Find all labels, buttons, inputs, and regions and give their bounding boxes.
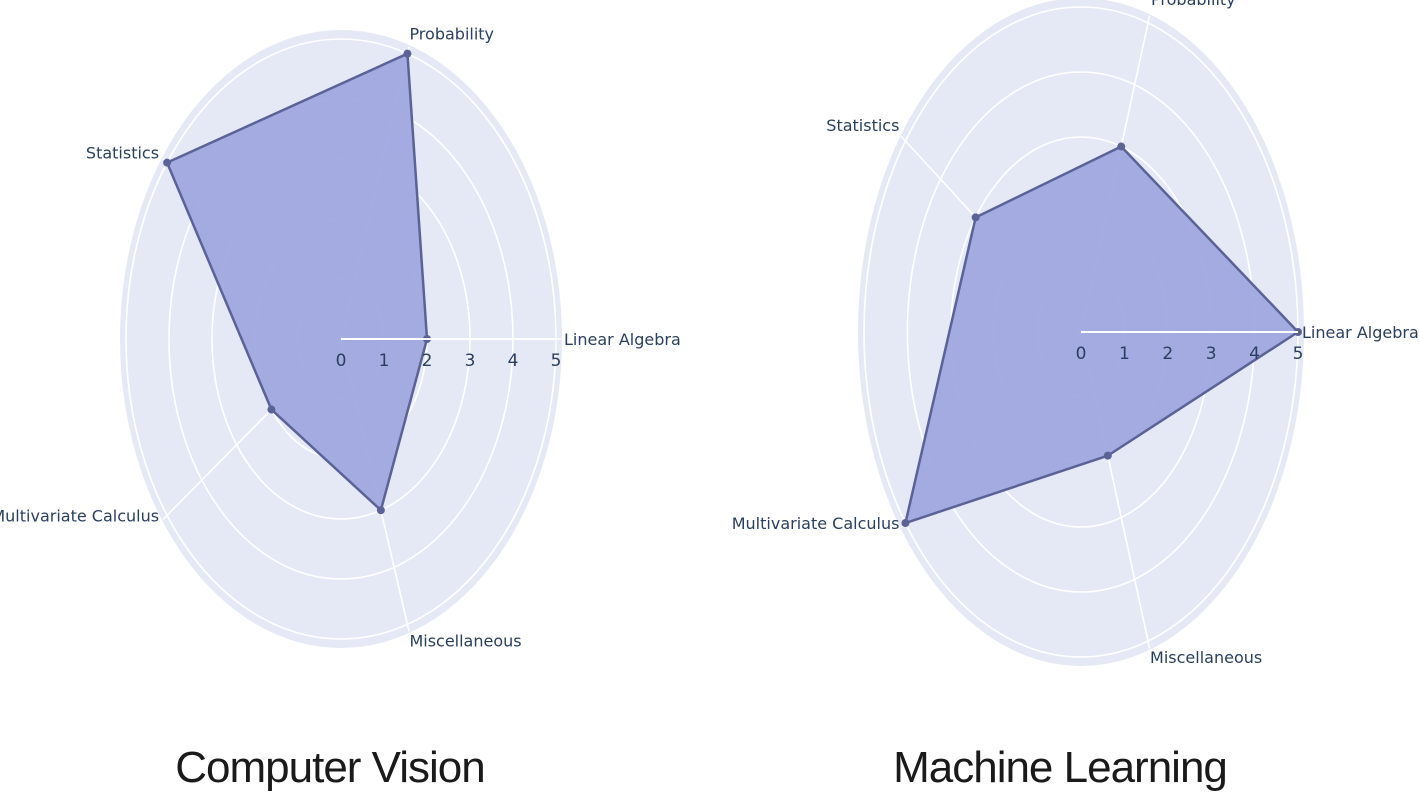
radial-tick-label: 5 <box>1293 344 1304 364</box>
radial-tick-label: 1 <box>379 351 390 371</box>
data-point-statistics <box>971 213 980 222</box>
radial-tick-label: 2 <box>422 351 433 371</box>
axis-label-probability: Probability <box>409 25 494 44</box>
data-point-multivariate-calculus <box>901 519 910 528</box>
radial-tick-label: 1 <box>1119 344 1130 364</box>
data-point-probability <box>403 49 412 58</box>
radial-tick-label: 4 <box>1249 344 1260 364</box>
chart-title-machine-learning: Machine Learning <box>893 743 1228 792</box>
data-point-multivariate-calculus <box>267 405 276 414</box>
radial-tick-label: 3 <box>1206 344 1217 364</box>
data-area <box>165 52 429 512</box>
data-point-statistics <box>163 158 172 167</box>
radar-chart-machine-learning: 0 1 2 3 4 5 Linear Algebra Probability Statistic… <box>732 0 1419 667</box>
axis-label-miscellaneous: Miscellaneous <box>409 631 521 650</box>
chart-title-computer-vision: Computer Vision <box>175 743 485 792</box>
axis-label-linear-algebra: Linear Algebra <box>564 330 681 349</box>
radial-tick-label: 0 <box>1076 344 1087 364</box>
axis-label-probability: Probability <box>1151 0 1236 9</box>
data-point-miscellaneous <box>1103 451 1112 460</box>
radial-tick-label: 2 <box>1162 344 1173 364</box>
axis-label-statistics: Statistics <box>86 144 159 163</box>
data-area <box>904 145 1300 525</box>
axis-label-multivariate-calculus: Multivariate Calculus <box>0 506 159 525</box>
radial-tick-label: 5 <box>551 351 562 371</box>
axis-label-multivariate-calculus: Multivariate Calculus <box>732 514 900 533</box>
radial-tick-label: 0 <box>336 351 347 371</box>
axis-label-linear-algebra: Linear Algebra <box>1302 323 1419 342</box>
data-point-probability <box>1117 142 1126 151</box>
radial-tick-label: 3 <box>465 351 476 371</box>
axis-label-statistics: Statistics <box>826 116 899 135</box>
data-point-miscellaneous <box>376 506 385 515</box>
radial-tick-label: 4 <box>508 351 519 371</box>
axis-label-miscellaneous: Miscellaneous <box>1150 648 1262 667</box>
